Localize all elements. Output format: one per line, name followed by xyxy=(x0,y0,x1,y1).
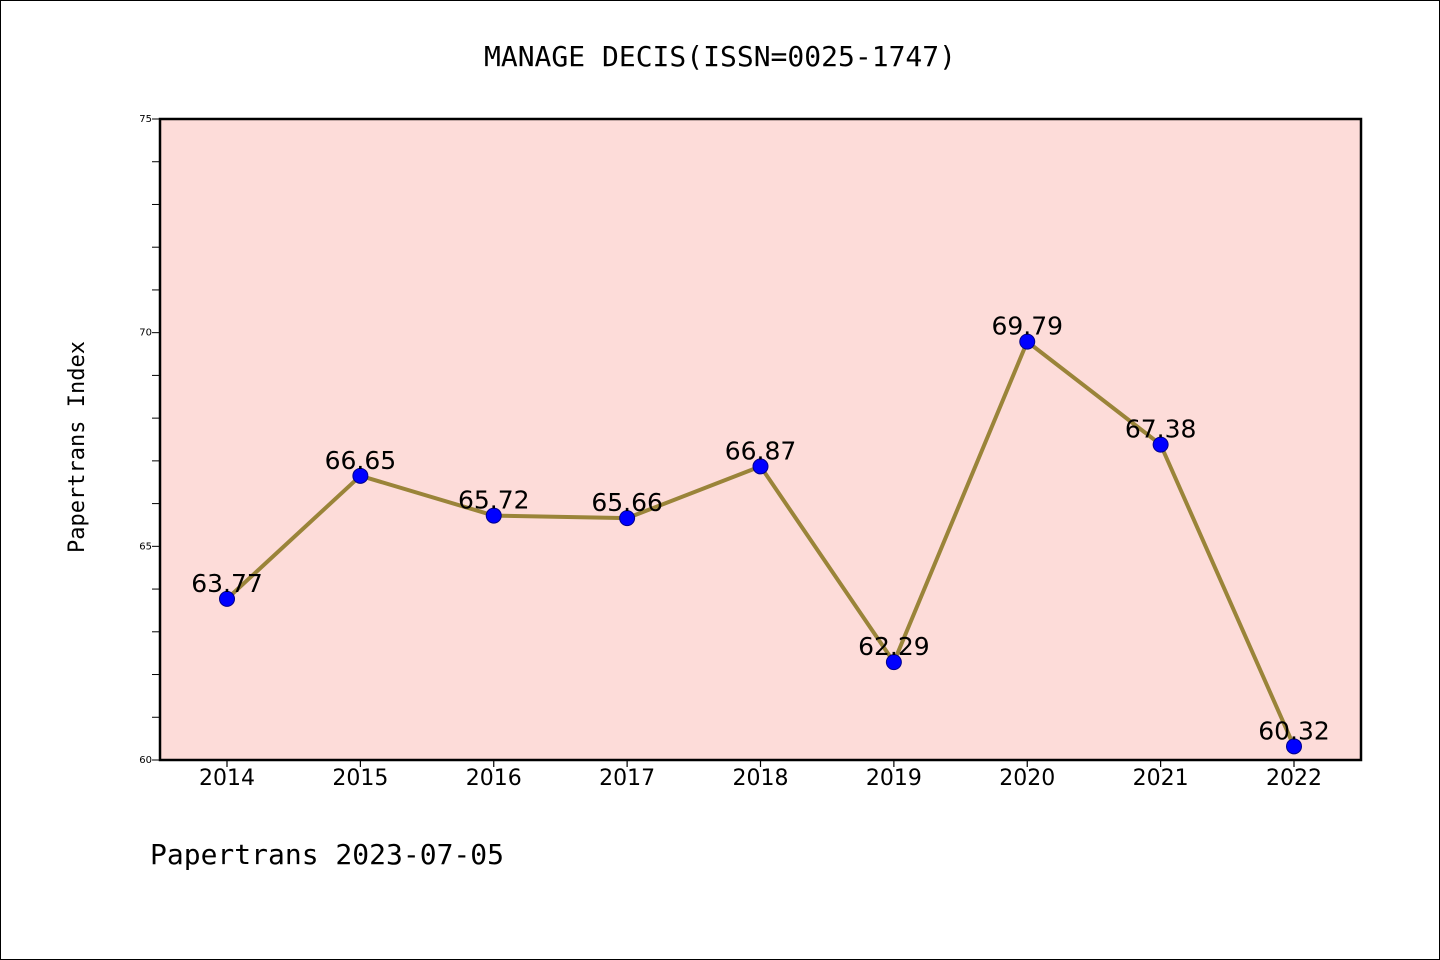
data-point xyxy=(1019,333,1036,350)
x-tick-label: 2019 xyxy=(866,766,922,791)
data-labels: 63.77 66.65 65.72 65.66 66.87 62.29 69.79 67.38… xyxy=(191,312,1330,746)
data-markers xyxy=(219,333,1302,755)
data-point xyxy=(1286,738,1302,755)
y-tick-label: 60 xyxy=(139,755,152,766)
data-label: 69.79 xyxy=(991,312,1063,341)
y-tick-label: 65 xyxy=(139,541,152,552)
plot-frame xyxy=(158,117,1363,762)
x-tick-label: 2017 xyxy=(599,766,655,791)
x-tick-label: 2018 xyxy=(733,766,789,791)
footer-text: Papertrans 2023-07-05 xyxy=(150,838,504,871)
data-label: 65.66 xyxy=(591,488,663,517)
x-tick-label: 2021 xyxy=(1133,766,1189,791)
data-label: 60.32 xyxy=(1258,716,1330,745)
data-label: 62.29 xyxy=(858,632,930,661)
data-label: 67.38 xyxy=(1125,415,1197,444)
data-point xyxy=(1152,436,1169,453)
data-point xyxy=(752,458,769,475)
data-label: 66.65 xyxy=(325,446,397,475)
y-axis-label: Papertrans Index xyxy=(65,341,90,553)
y-tick-label: 70 xyxy=(139,328,152,339)
x-axis-ticks: 2014 2015 2016 2017 2018 2019 2020 2021 2022 xyxy=(199,760,1322,791)
y-axis-ticks: 60 65 70 75 xyxy=(139,114,160,766)
x-tick-label: 2015 xyxy=(332,766,388,791)
data-point xyxy=(352,467,369,484)
data-point xyxy=(485,507,502,524)
x-tick-label: 2020 xyxy=(999,766,1055,791)
data-label: 66.87 xyxy=(725,436,797,465)
data-label: 63.77 xyxy=(191,569,263,598)
x-tick-label: 2016 xyxy=(466,766,522,791)
x-tick-label: 2022 xyxy=(1266,766,1322,791)
data-label: 65.72 xyxy=(458,486,530,515)
chart-title: MANAGE DECIS(ISSN=0025-1747) xyxy=(484,40,956,73)
data-point xyxy=(219,590,235,607)
x-tick-label: 2014 xyxy=(199,766,255,791)
data-point xyxy=(619,510,636,527)
data-point xyxy=(885,654,902,671)
y-tick-label: 75 xyxy=(139,114,152,125)
